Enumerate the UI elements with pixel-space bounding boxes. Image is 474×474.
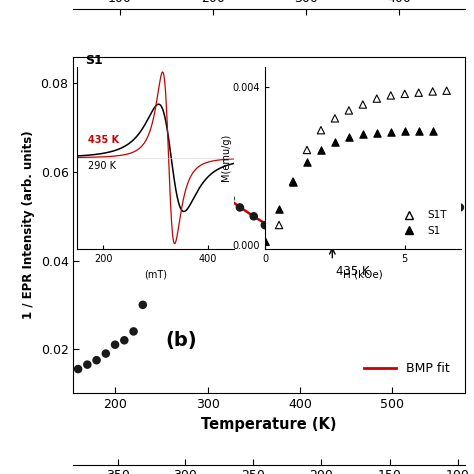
Point (379, 230, 387, 238)
Point (250, 212, 257, 220)
Point (366, 235, 374, 242)
X-axis label: Temperature (K): Temperature (K) (201, 417, 337, 432)
Point (405, 221, 413, 229)
Point (74, 365, 82, 373)
Point (111, 341, 119, 348)
Point (236, 204, 244, 211)
Point (456, 204, 464, 211)
Point (393, 226, 401, 233)
Point (227, 195, 235, 202)
Point (273, 226, 281, 233)
Point (102, 350, 109, 357)
Point (120, 337, 128, 344)
Legend: BMP fit: BMP fit (359, 357, 455, 381)
Text: 435 K: 435 K (336, 265, 370, 278)
Y-axis label: 1 / EPR Intensity (arb. units): 1 / EPR Intensity (arb. units) (22, 131, 35, 319)
Point (218, 186, 225, 193)
Point (130, 328, 137, 335)
Point (418, 217, 426, 225)
Point (153, 239, 161, 246)
Point (167, 199, 174, 207)
Point (261, 221, 269, 229)
Point (444, 208, 452, 216)
Point (287, 230, 294, 238)
Point (209, 182, 216, 189)
Point (93, 356, 100, 364)
Point (199, 182, 207, 189)
Point (315, 238, 322, 246)
Point (181, 182, 188, 189)
Point (139, 301, 146, 309)
Point (83, 361, 91, 368)
Point (328, 243, 336, 250)
Point (431, 212, 439, 220)
Point (355, 238, 362, 246)
Point (190, 177, 198, 185)
Point (342, 241, 350, 249)
Point (301, 233, 309, 241)
Text: (b): (b) (165, 331, 197, 350)
